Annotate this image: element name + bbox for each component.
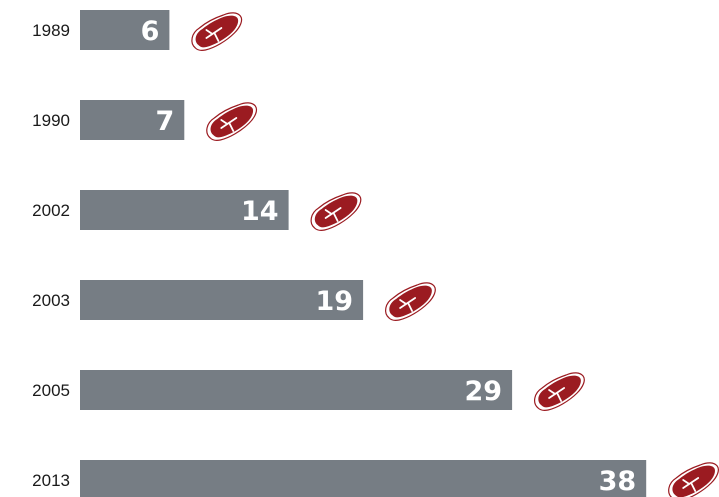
- value-label: 29: [465, 376, 503, 407]
- category-label: 2005: [32, 381, 70, 400]
- bar: [80, 280, 364, 320]
- bar-row: 1990 7: [32, 100, 258, 142]
- value-label: 7: [156, 106, 175, 137]
- steak-icon: [310, 191, 362, 232]
- steak-icon: [533, 371, 586, 412]
- category-label: 2003: [32, 291, 70, 310]
- category-label: 1990: [32, 111, 70, 130]
- bar-row: 2013 38: [32, 460, 719, 497]
- value-label: 38: [599, 466, 637, 497]
- category-label: 2013: [32, 471, 70, 490]
- bar: [80, 190, 289, 230]
- bar-row: 2005 29: [32, 370, 586, 412]
- bar-row: 1989 6: [32, 10, 243, 52]
- value-label: 14: [241, 196, 279, 227]
- steak-icon: [384, 281, 437, 322]
- bar: [80, 10, 170, 50]
- steak-icon: [205, 101, 258, 142]
- category-label: 2002: [32, 201, 70, 220]
- bars-group: 1989 6 1990 7 2002 14 2003 19 2005 29 2013 38: [32, 10, 719, 497]
- steak-icon: [191, 11, 243, 52]
- steak-icon: [667, 461, 719, 497]
- bar: [80, 100, 185, 140]
- bar: [80, 460, 647, 497]
- bar-row: 2003 19: [32, 280, 437, 322]
- bar: [80, 370, 513, 410]
- value-label: 19: [316, 286, 354, 317]
- bar-row: 2002 14: [32, 190, 362, 232]
- category-label: 1989: [32, 21, 70, 40]
- value-label: 6: [141, 16, 160, 47]
